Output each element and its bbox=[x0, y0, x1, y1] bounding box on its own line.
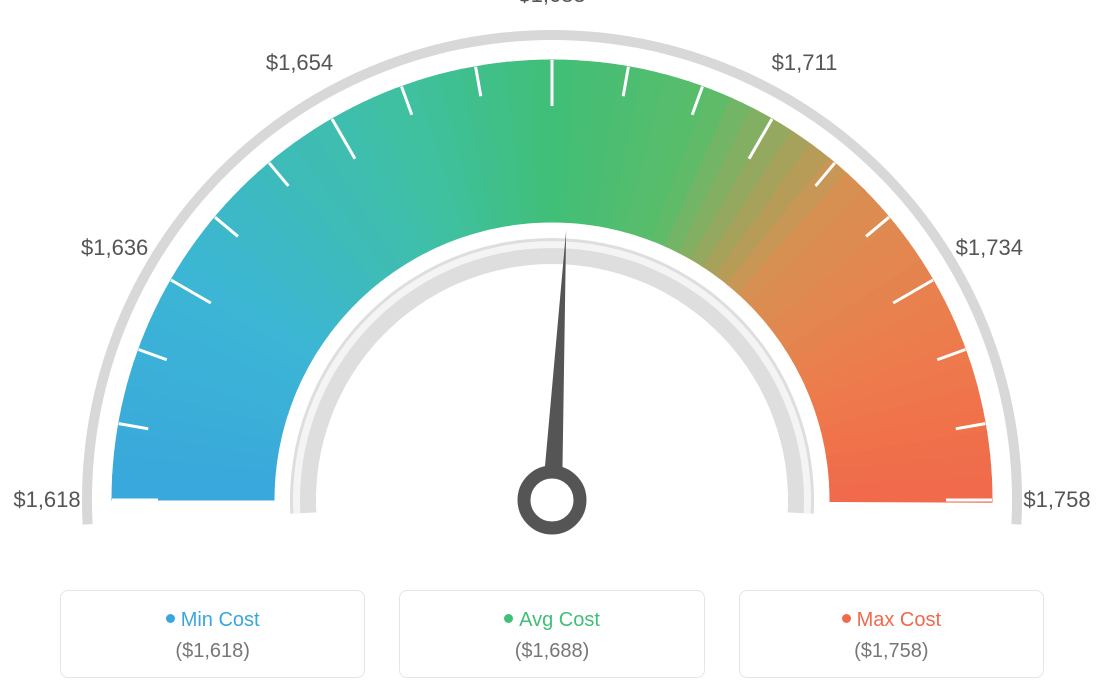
gauge-tick-label: $1,618 bbox=[13, 487, 80, 513]
legend-card-avg: Avg Cost ($1,688) bbox=[399, 590, 704, 678]
gauge-tick-label: $1,758 bbox=[1023, 487, 1090, 513]
legend-row: Min Cost ($1,618) Avg Cost ($1,688) Max … bbox=[0, 590, 1104, 678]
gauge-tick-label: $1,654 bbox=[266, 50, 333, 76]
legend-value-min: ($1,618) bbox=[69, 640, 356, 663]
gauge-tick-label: $1,734 bbox=[956, 235, 1023, 261]
gauge-tick-label: $1,711 bbox=[772, 50, 838, 76]
legend-title-text: Min Cost bbox=[181, 609, 260, 631]
dot-icon bbox=[504, 614, 513, 623]
legend-title-max: Max Cost bbox=[748, 609, 1035, 632]
gauge-svg bbox=[0, 0, 1104, 560]
legend-title-text: Max Cost bbox=[857, 609, 941, 631]
dot-icon bbox=[842, 614, 851, 623]
gauge-area: $1,618 $1,636 $1,654 $1,688 $1,711 $1,734 $1,7… bbox=[0, 0, 1104, 560]
legend-title-text: Avg Cost bbox=[519, 609, 600, 631]
legend-title-avg: Avg Cost bbox=[408, 609, 695, 632]
dot-icon bbox=[166, 614, 175, 623]
gauge-tick-label: $1,688 bbox=[518, 0, 585, 8]
chart-container: $1,618 $1,636 $1,654 $1,688 $1,711 $1,734 $1,7… bbox=[0, 0, 1104, 690]
gauge-tick-label: $1,636 bbox=[81, 235, 148, 261]
legend-value-max: ($1,758) bbox=[748, 640, 1035, 663]
legend-card-min: Min Cost ($1,618) bbox=[60, 590, 365, 678]
legend-title-min: Min Cost bbox=[69, 609, 356, 632]
legend-card-max: Max Cost ($1,758) bbox=[739, 590, 1044, 678]
legend-value-avg: ($1,688) bbox=[408, 640, 695, 663]
